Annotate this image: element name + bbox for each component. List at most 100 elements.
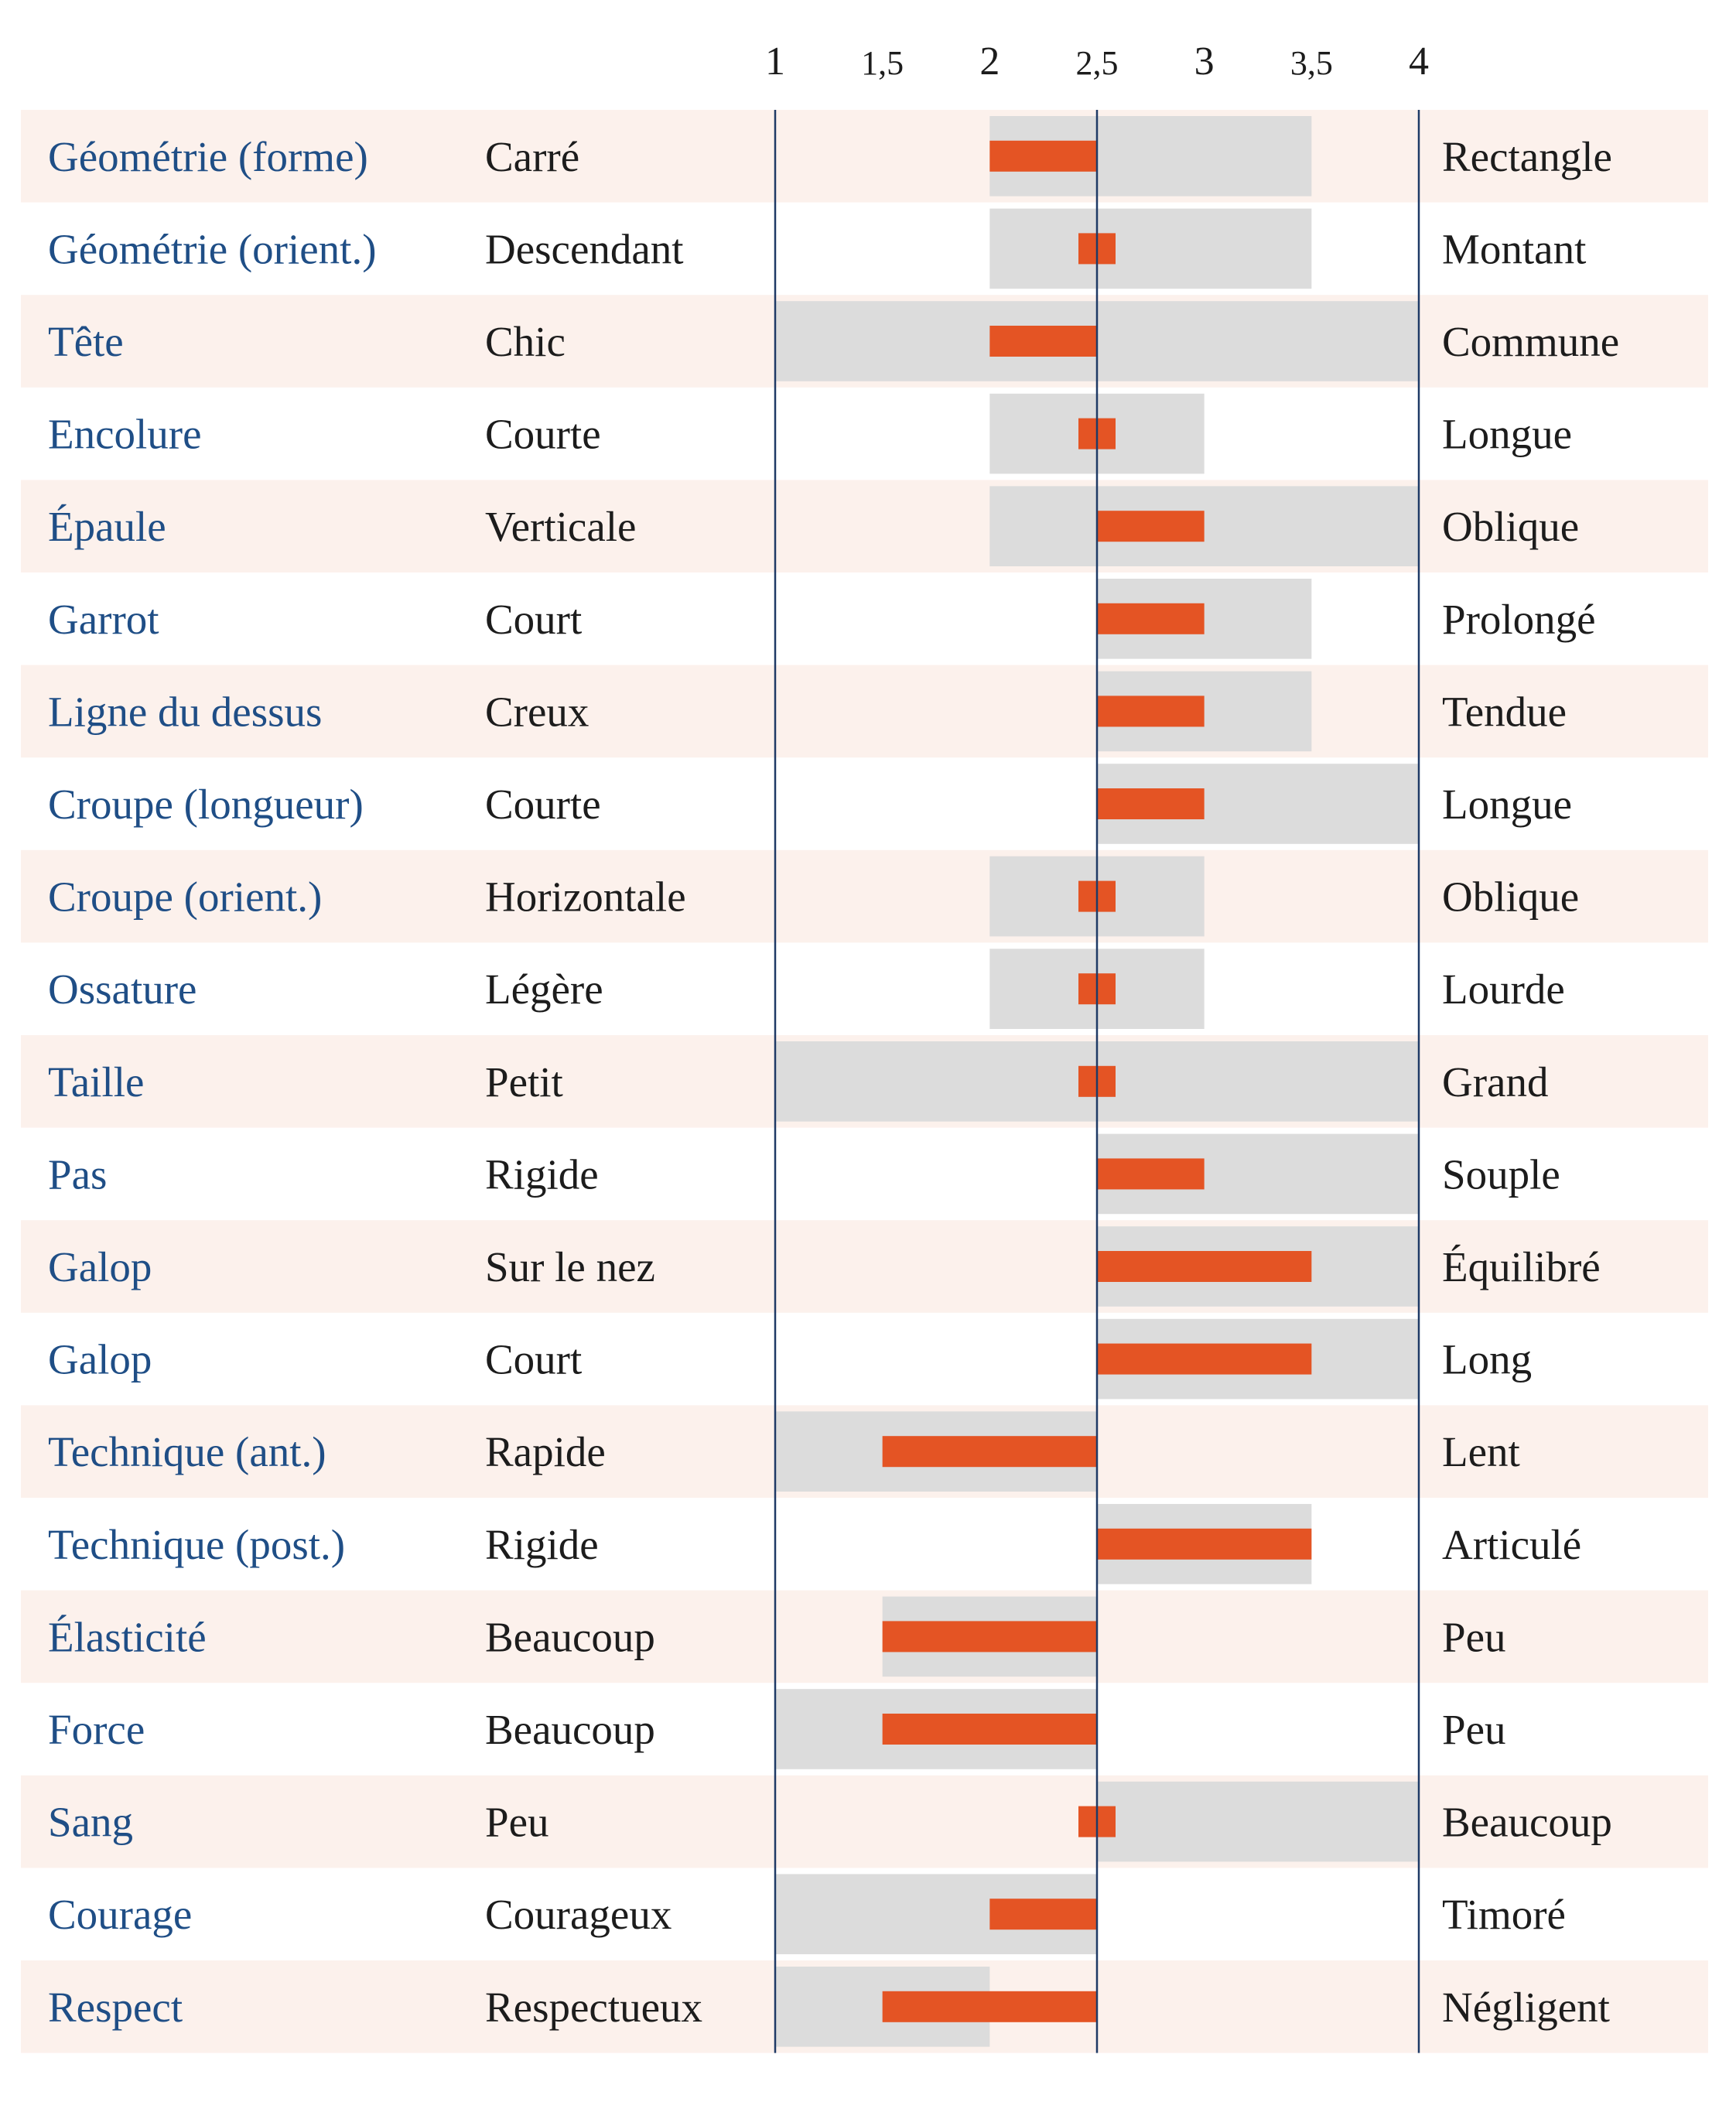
low-pole-label: Courte [485,411,601,458]
high-pole-label: Peu [1442,1706,1506,1753]
high-pole-label: Commune [1442,318,1619,365]
trait-label: Élasticité [48,1613,207,1660]
low-pole-label: Carré [485,133,579,180]
low-pole-label: Rapide [485,1428,606,1475]
low-pole-label: Petit [485,1058,563,1106]
value-bar [1097,1343,1312,1375]
trait-label: Tête [48,318,124,365]
row-stripe [21,110,1708,203]
low-pole-label: Horizontale [485,873,686,921]
row-stripe [21,1590,1708,1683]
high-pole-label: Longue [1442,411,1572,458]
high-pole-label: Tendue [1442,688,1567,735]
range-band [989,486,1419,566]
x-tick-label: 3,5 [1290,44,1333,82]
trait-label: Ossature [48,966,196,1013]
low-pole-label: Sur le nez [485,1243,655,1290]
trait-label: Encolure [48,411,202,458]
high-pole-label: Prolongé [1442,596,1596,643]
low-pole-label: Beaucoup [485,1706,655,1753]
high-pole-label: Beaucoup [1442,1799,1612,1846]
trait-label: Sang [48,1799,133,1846]
low-pole-label: Chic [485,318,566,365]
trait-label: Galop [48,1336,152,1383]
value-bar [882,1436,1097,1468]
x-tick-label: 1 [765,39,785,84]
row-labels: Géométrie (forme) Carré Rectangle Géométrie… [48,133,1619,2031]
low-pole-label: Légère [485,966,603,1013]
high-pole-label: Équilibré [1442,1243,1601,1290]
value-bar [1097,603,1205,634]
trait-label: Croupe (orient.) [48,873,322,921]
high-pole-label: Négligent [1442,1984,1610,2031]
high-pole-label: Montant [1442,225,1586,272]
high-pole-label: Grand [1442,1058,1548,1106]
low-pole-label: Peu [485,1799,549,1846]
high-pole-label: Timoré [1442,1891,1566,1938]
trait-label: Croupe (longueur) [48,781,364,828]
x-tick-label: 1,5 [861,44,904,82]
value-bar [989,1899,1097,1930]
trait-label: Respect [48,1984,183,2031]
value-bar [1097,1528,1312,1560]
axis-lines [774,110,1420,2053]
trait-label: Technique (ant.) [48,1428,326,1475]
trait-label: Courage [48,1891,192,1938]
value-bar [989,326,1097,357]
x-tick-label: 2 [979,39,1000,84]
low-pole-label: Rigide [485,1150,599,1198]
value-bar [1097,788,1205,819]
low-pole-label: Courageux [485,1891,672,1938]
low-pole-label: Respectueux [485,1984,702,2031]
trait-label: Garrot [48,596,159,643]
value-bar [1097,696,1205,727]
value-bar [882,1621,1097,1653]
trait-label: Géométrie (orient.) [48,225,377,272]
value-bar [882,1991,1097,2022]
x-tick-label: 4 [1409,39,1429,84]
trait-label: Ligne du dessus [48,688,322,735]
trait-label: Force [48,1706,145,1753]
value-bar [989,140,1097,172]
row-stripe [21,1775,1708,1868]
low-pole-label: Rigide [485,1521,599,1568]
trait-label: Géométrie (forme) [48,133,368,180]
high-pole-label: Lent [1442,1428,1520,1475]
high-pole-label: Long [1442,1336,1532,1383]
low-pole-label: Verticale [485,503,636,550]
trait-label: Galop [48,1243,152,1290]
low-pole-label: Court [485,596,582,643]
high-pole-label: Longue [1442,781,1572,828]
high-pole-label: Oblique [1442,503,1579,550]
high-pole-label: Souple [1442,1150,1560,1198]
low-pole-label: Creux [485,688,589,735]
low-pole-label: Descendant [485,225,684,272]
high-pole-label: Rectangle [1442,133,1612,180]
value-bars [882,140,1312,2022]
value-bar [1097,1251,1312,1282]
low-pole-label: Court [485,1336,582,1383]
trait-label: Technique (post.) [48,1521,345,1568]
row-stripe [21,849,1708,943]
x-tick-label: 3 [1194,39,1215,84]
high-pole-label: Oblique [1442,873,1579,921]
range-band [1097,1781,1419,1862]
row-stripe [21,1220,1708,1313]
x-axis-tick-labels: 1 1,5 2 2,5 3 3,5 4 [765,39,1429,84]
high-pole-label: Peu [1442,1613,1506,1660]
trait-label: Taille [48,1058,144,1106]
trait-label: Pas [48,1150,107,1198]
value-bar [1097,511,1205,542]
trait-label: Épaule [48,503,166,550]
low-pole-label: Beaucoup [485,1613,655,1660]
low-pole-label: Courte [485,781,601,828]
range-band [989,208,1312,289]
row-stripe [21,480,1708,572]
value-bar [882,1714,1097,1745]
x-tick-label: 2,5 [1076,44,1119,82]
row-stripe [21,665,1708,758]
high-pole-label: Articulé [1442,1521,1581,1568]
high-pole-label: Lourde [1442,966,1565,1013]
value-bar [1097,1158,1205,1190]
